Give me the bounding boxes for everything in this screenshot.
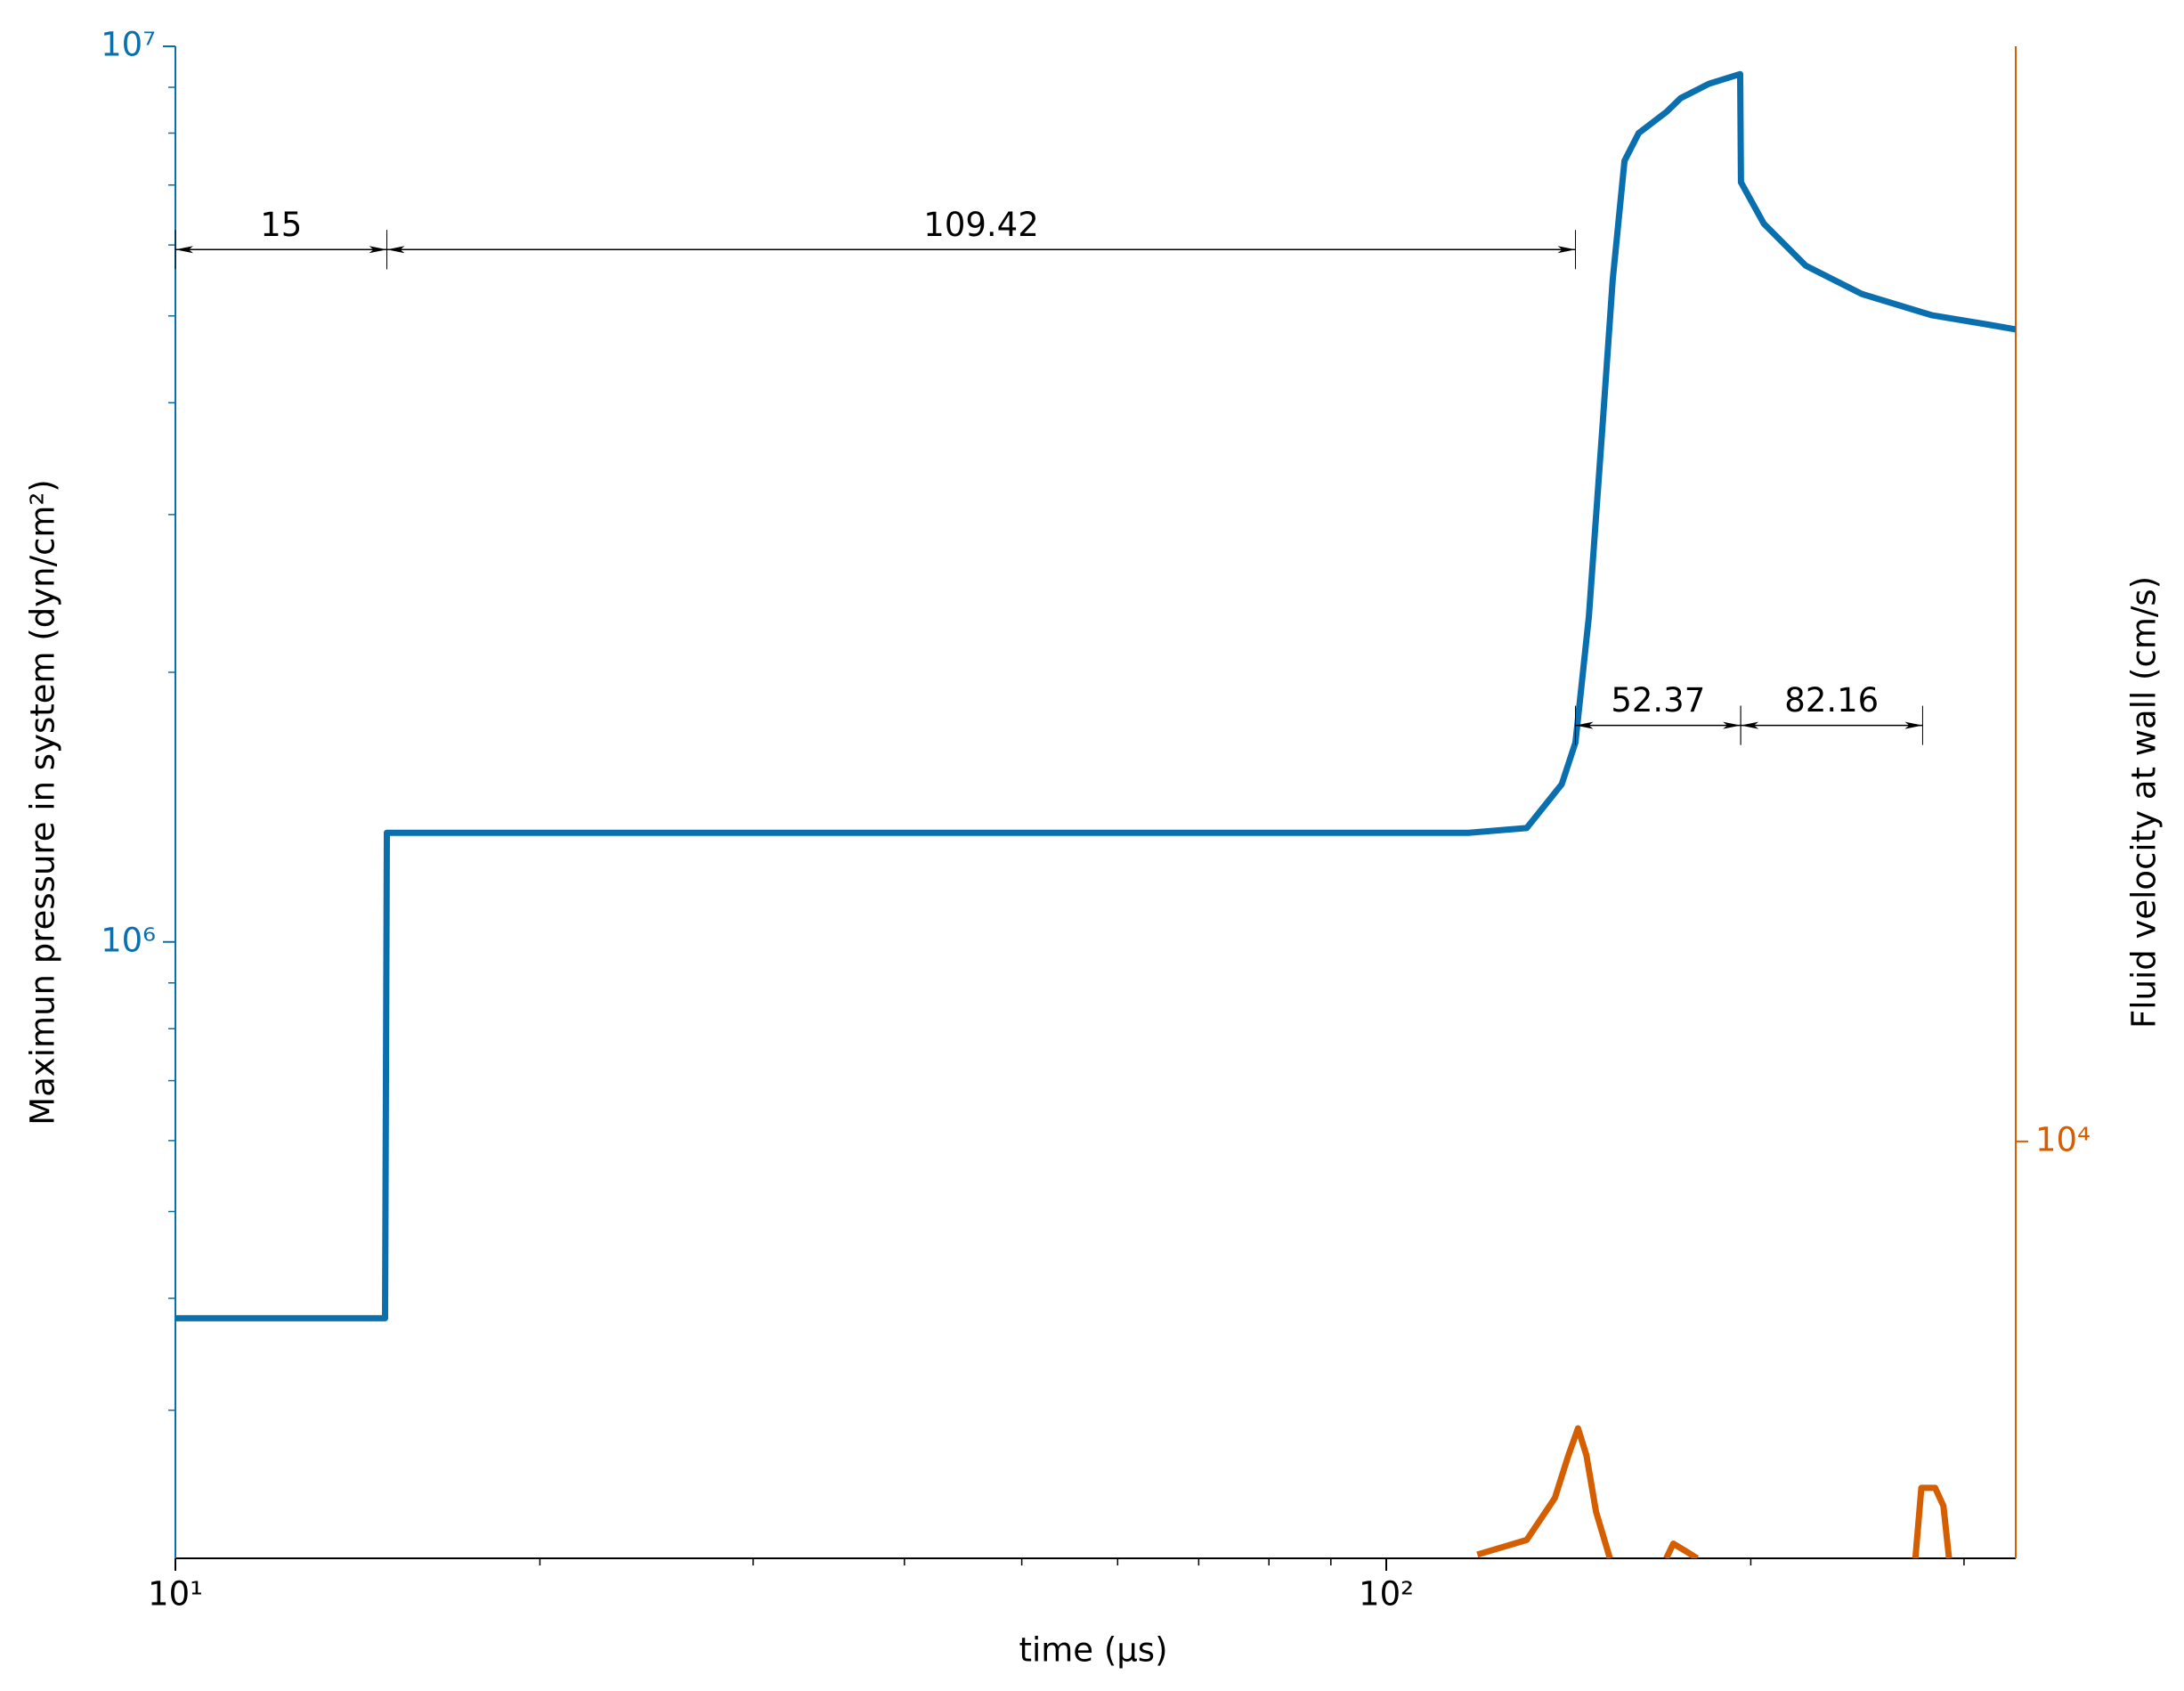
annotation-label: 52.37 bbox=[1611, 681, 1705, 719]
annotation-label: 82.16 bbox=[1784, 681, 1879, 719]
annotation-label: 15 bbox=[260, 206, 302, 244]
x-tick-label: 10¹ bbox=[148, 1575, 203, 1614]
y-tick-label: 10⁷ bbox=[101, 26, 156, 64]
y2-tick-label: 10⁴ bbox=[2035, 1120, 2091, 1158]
x-tick-label: 10² bbox=[1359, 1575, 1414, 1614]
data-line bbox=[175, 70, 2016, 1321]
x-axis-label: time (μs) bbox=[1019, 1631, 1167, 1670]
data-line bbox=[1476, 1425, 1953, 1558]
y-tick-label: 10⁶ bbox=[101, 921, 156, 959]
y-axis-label: Maximun pressure in system (dyn/cm²) bbox=[24, 479, 62, 1125]
y2-axis-label: Fluid velocity at wall (cm/s) bbox=[2125, 576, 2164, 1028]
plot-area bbox=[175, 70, 2016, 1558]
annotation-label: 109.42 bbox=[923, 206, 1038, 244]
